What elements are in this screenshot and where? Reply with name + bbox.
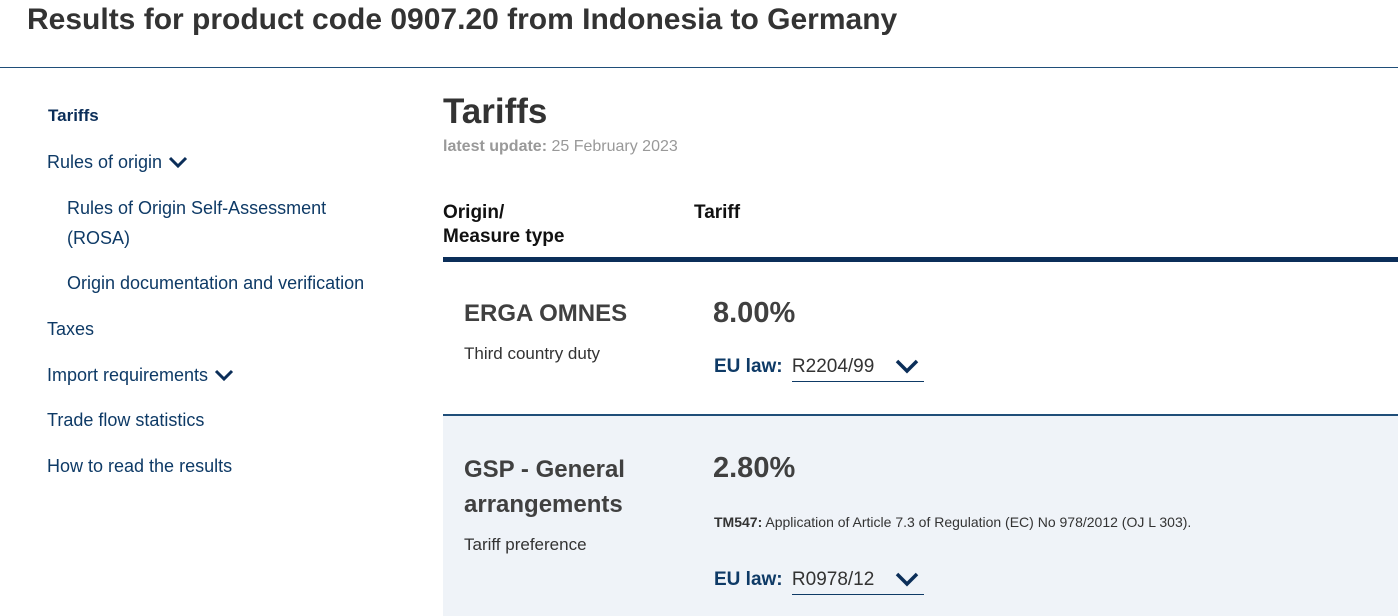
eu-law-label: EU law:	[714, 356, 783, 377]
column-header-tariff: Tariff	[694, 202, 741, 223]
sidebar-item-label: Tariffs	[48, 106, 99, 125]
main-content: Tariffs latest update: 25 February 2023 …	[443, 68, 1398, 616]
column-header-origin-line1: Origin/	[443, 202, 505, 223]
sidebar-item-tariffs[interactable]: Tariffs	[48, 101, 99, 131]
sidebar-item-label: Import requirements	[47, 365, 209, 385]
origin-name: GSP - General arrangements	[464, 452, 625, 522]
sidebar-item-taxes[interactable]: Taxes	[47, 314, 94, 344]
eu-law-value: R2204/99	[791, 356, 875, 377]
measure-footnote: TM547: Application of Article 7.3 of Reg…	[714, 514, 1191, 530]
chevron-down-icon	[214, 360, 234, 390]
latest-update: latest update: 25 February 2023	[443, 138, 678, 156]
sidebar-item-rules-of-origin[interactable]: Rules of origin	[47, 147, 188, 177]
sidebar-item-label: Origin documentation and verification	[67, 273, 365, 293]
table-row: GSP - General arrangements Tariff prefer…	[443, 416, 1398, 616]
eu-law-dropdown[interactable]: R2204/99	[791, 356, 924, 382]
eu-law-value: R0978/12	[791, 569, 875, 590]
sidebar-item-label: Rules of origin	[47, 152, 163, 172]
eu-law: EU law: R2204/99	[714, 356, 924, 382]
tariff-rate: 8.00%	[713, 297, 796, 329]
header-divider	[0, 67, 1398, 68]
sidebar-item-label: Taxes	[47, 319, 95, 339]
sidebar-item-label: How to read the results	[47, 456, 233, 476]
page-title: Results for product code 0907.20 from In…	[27, 3, 898, 36]
footnote-code: TM547:	[714, 514, 763, 530]
eu-law-dropdown[interactable]: R0978/12	[791, 569, 924, 595]
eu-law-label: EU law:	[714, 569, 783, 590]
chevron-down-icon	[894, 571, 920, 593]
origin-name-line2: arrangements	[464, 491, 623, 518]
tariff-rate: 2.80%	[713, 452, 796, 484]
table-row: ERGA OMNES Third country duty 8.00% EU l…	[443, 262, 1398, 414]
section-title: Tariffs	[443, 92, 548, 131]
footnote-text: Application of Article 7.3 of Regulation…	[765, 514, 1192, 530]
table-header-rule	[443, 257, 1398, 262]
sidebar-item-import-requirements[interactable]: Import requirements	[47, 360, 234, 390]
chevron-down-icon	[168, 147, 188, 177]
measure-type: Third country duty	[464, 344, 601, 363]
row-divider	[443, 414, 1398, 416]
latest-update-label: latest update:	[443, 138, 548, 155]
sidebar-item-how-to-read[interactable]: How to read the results	[47, 451, 232, 481]
sidebar-nav: Tariffs Rules of origin Rules of Origin …	[0, 68, 420, 616]
measure-type: Tariff preference	[464, 535, 587, 554]
origin-name: ERGA OMNES	[464, 300, 628, 327]
chevron-down-icon	[894, 358, 920, 380]
sidebar-item-rosa[interactable]: Rules of Origin Self-Assessment (ROSA)	[67, 193, 357, 253]
sidebar-item-label: Trade flow statistics	[47, 410, 205, 430]
column-header-origin: Origin/ Measure type	[443, 201, 564, 249]
origin-name-line1: GSP - General	[464, 456, 625, 483]
sidebar-item-trade-flow-statistics[interactable]: Trade flow statistics	[47, 405, 204, 435]
latest-update-date: 25 February 2023	[551, 138, 678, 155]
sidebar-item-origin-documentation[interactable]: Origin documentation and verification	[67, 268, 364, 298]
column-header-measure-type: Measure type	[443, 226, 565, 247]
eu-law: EU law: R0978/12	[714, 569, 924, 595]
sidebar-item-label: Rules of Origin Self-Assessment (ROSA)	[67, 198, 327, 248]
